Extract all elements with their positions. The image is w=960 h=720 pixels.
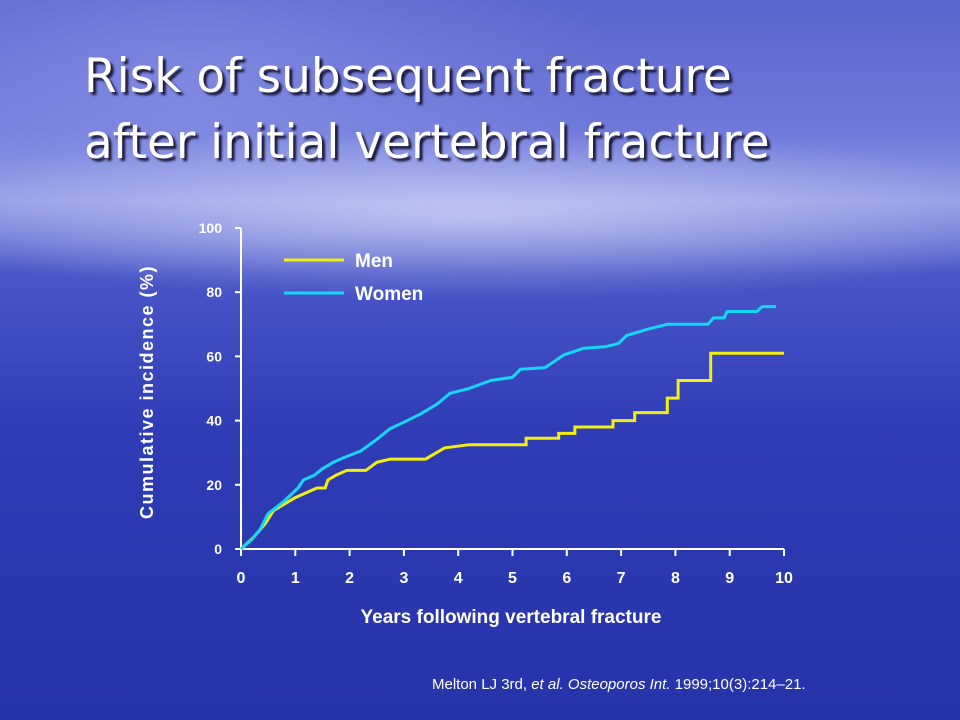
legend-label-men: Men [355,251,393,272]
x-tick-label: 4 [454,570,463,587]
x-tick-label: 7 [617,570,626,587]
citation: Melton LJ 3rd, et al. Osteoporos Int. 19… [432,676,806,693]
citation-journal: et al. Osteoporos Int. [531,676,671,693]
x-tick-label: 9 [725,570,734,587]
x-tick-label: 3 [399,570,408,587]
y-tick-label: 100 [199,220,223,236]
title-line-2: after initial vertebral fracture [84,115,770,170]
x-tick-label: 2 [345,570,354,587]
title-line-1: Risk of subsequent fracture [84,49,732,104]
series-line-men [239,351,784,551]
chart-plot-area [239,305,784,551]
x-tick-label: 1 [291,570,300,587]
chart-legend: Men Women [284,251,423,305]
y-axis-label: Cumulative incidence (%) [137,265,157,519]
y-tick-label: 80 [206,284,222,300]
y-tick-label: 20 [206,477,222,493]
x-tick-label: 5 [508,570,517,587]
x-tick-label: 6 [562,570,571,587]
x-tick-label: 8 [671,570,680,587]
y-tick-label: 60 [206,348,222,364]
citation-author: Melton LJ 3rd, [432,676,532,693]
slide-title: Risk of subsequent fracture after initia… [84,44,944,176]
legend-label-women: Women [355,284,423,305]
citation-details: 1999;10(3):214–21. [670,676,806,693]
x-tick-label: 10 [775,570,793,587]
x-axis-label: Years following vertebral fracture [361,607,662,628]
y-tick-label: 0 [214,541,222,557]
chart-axes: 0 20 40 60 80 100 0 1 2 3 4 5 6 7 8 9 10 [199,220,793,587]
x-tick-label: 0 [237,570,246,587]
y-tick-label: 40 [206,413,222,429]
series-line-women [240,305,776,551]
